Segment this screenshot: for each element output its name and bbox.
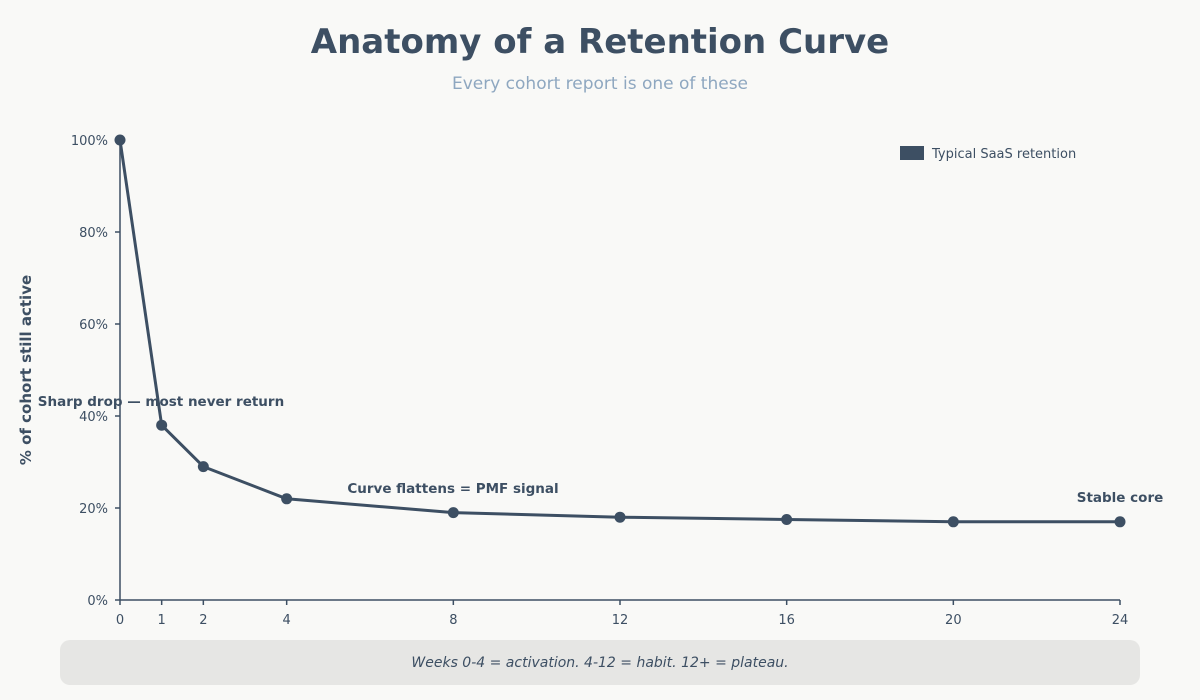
y-tick-label: 60% [79,318,108,333]
y-tick-label: 100% [71,134,108,149]
data-point [156,419,168,431]
data-point [447,507,459,519]
x-tick-label: 8 [449,613,457,628]
x-tick-label: 20 [945,613,962,628]
annotation: Curve flattens = PMF signal [347,481,558,497]
data-point [197,461,209,473]
footer-text: Weeks 0-4 = activation. 4-12 = habit. 12… [411,654,789,671]
x-tick-label: 16 [778,613,795,628]
data-point [1114,516,1126,528]
x-tick-label: 12 [612,613,629,628]
x-tick-label: 2 [199,613,207,628]
x-tick-label: 0 [116,613,124,628]
footer-note: Weeks 0-4 = activation. 4-12 = habit. 12… [60,640,1140,685]
series-line [118,139,1120,524]
y-tick-label: 0% [87,594,108,609]
data-point [281,493,293,505]
data-point [114,134,126,146]
data-point [947,516,959,528]
y-tick-label: 40% [79,410,108,425]
legend-swatch [900,146,924,160]
x-tick-label: 1 [158,613,166,628]
legend: Typical SaaS retention [900,146,1076,162]
annotation: Sharp drop — most never return [38,394,284,410]
x-tick-label: 24 [1112,613,1129,628]
y-tick-label: 80% [79,226,108,241]
annotation: Stable core [1077,490,1164,506]
chart-subtitle: Every cohort report is one of these [451,74,749,94]
retention-chart: 0%20%40%60%80%100%0 1 2 4 8 12 16 20 24% of coho… [17,134,1164,628]
chart-title: Anatomy of a Retention Curve [310,22,890,62]
data-point [781,514,793,525]
data-point [614,511,626,523]
x-tick-label: 4 [283,613,291,628]
y-axis-label: % of cohort still active [17,275,35,465]
legend-label: Typical SaaS retention [931,147,1076,162]
y-tick-label: 20% [79,502,108,517]
